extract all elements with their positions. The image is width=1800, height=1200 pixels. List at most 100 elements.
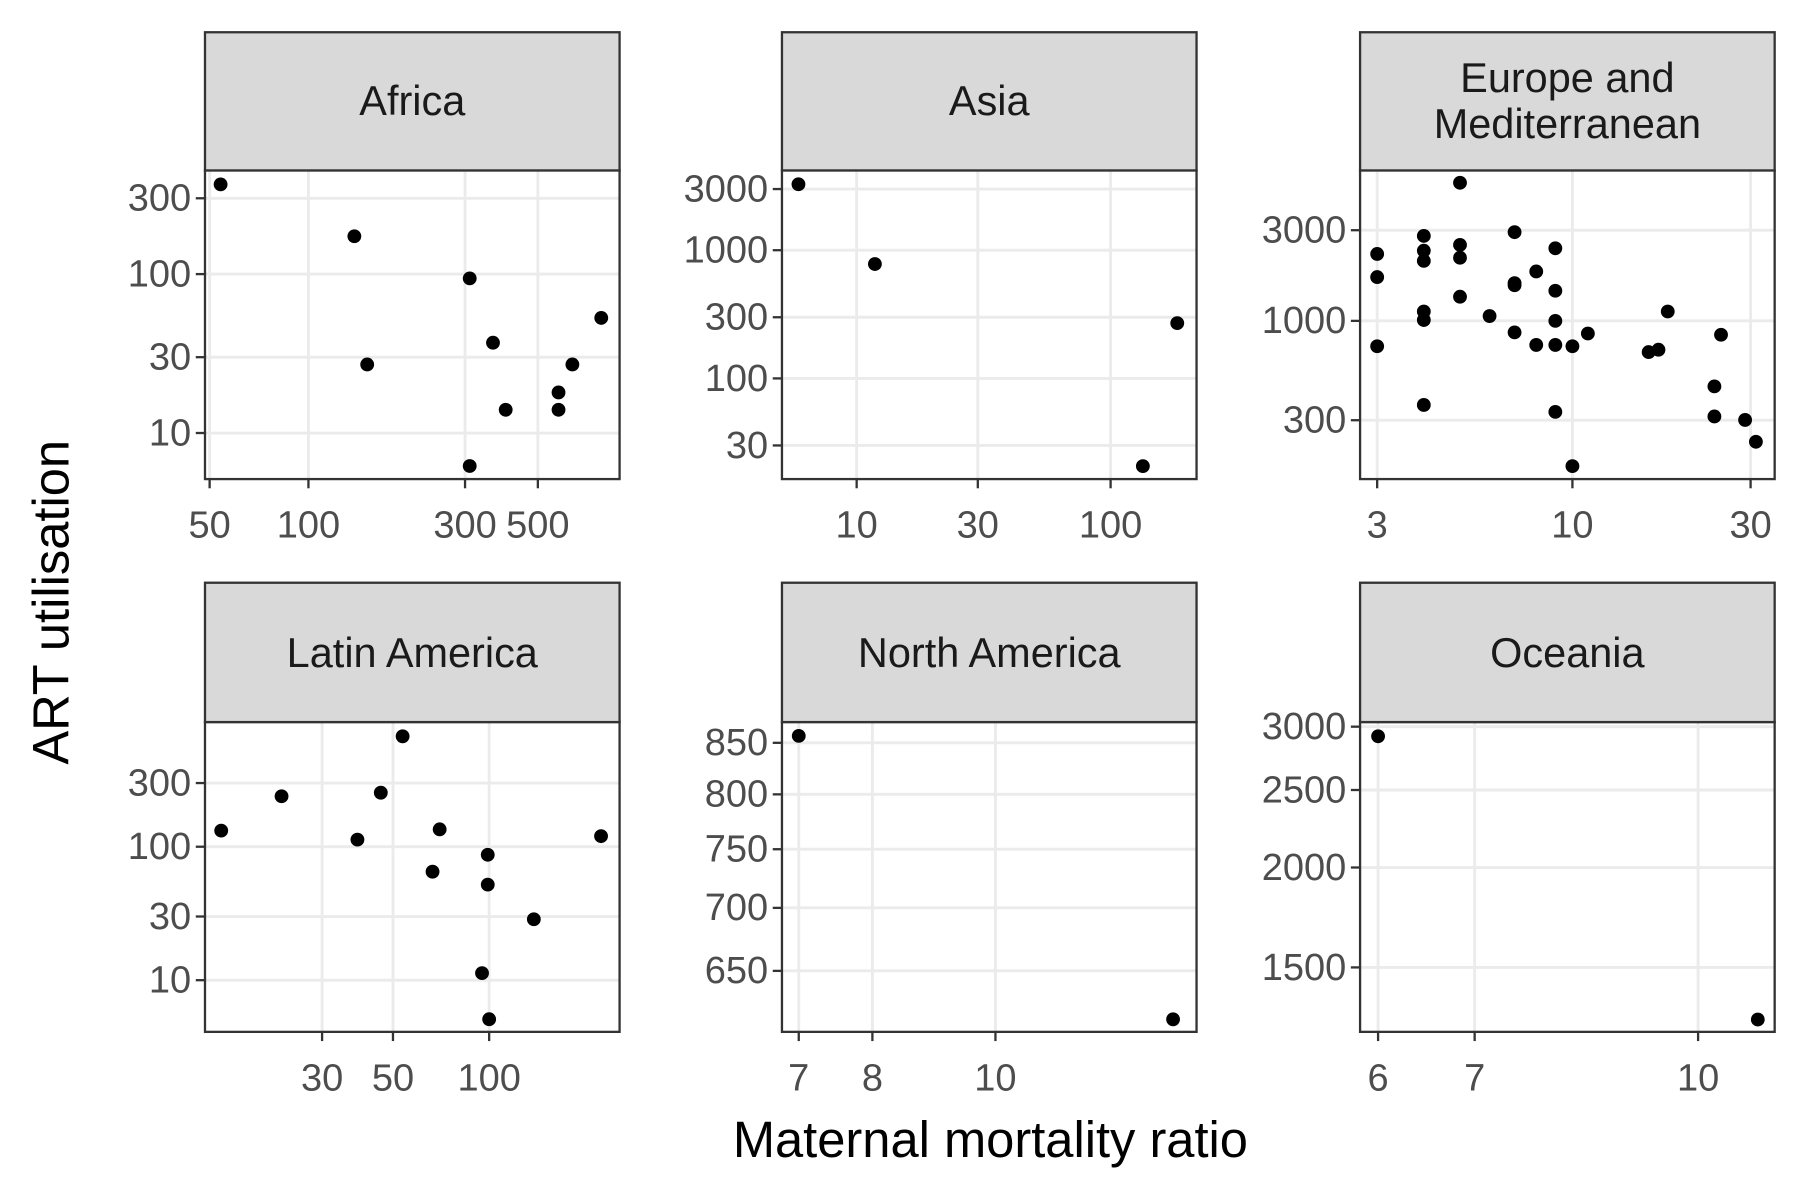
point xyxy=(432,822,447,837)
point xyxy=(1507,325,1522,340)
x-tick-label: 10 xyxy=(974,1057,1016,1099)
x-tick-label: 6 xyxy=(1368,1057,1389,1099)
point xyxy=(791,177,806,192)
panel: 10 30 100 30 100 300 1000 3000 Asia xyxy=(684,31,1198,546)
point xyxy=(1170,316,1185,331)
strip-label-box: Latin America xyxy=(286,628,538,676)
x-tick-label: 7 xyxy=(788,1057,809,1099)
point xyxy=(551,385,566,400)
point xyxy=(1370,247,1385,261)
point xyxy=(1416,243,1431,258)
point xyxy=(480,877,495,892)
point xyxy=(1416,228,1431,243)
panel: 3 10 30 300 1000 3000 Europe and Mediterranean xyxy=(1262,31,1776,546)
y-tick-label: 850 xyxy=(705,722,768,764)
point xyxy=(1370,339,1385,354)
x-tick-label: 100 xyxy=(457,1057,520,1099)
x-tick-label: 10 xyxy=(1551,504,1593,546)
y-tick-label: 30 xyxy=(149,337,191,379)
point xyxy=(1507,278,1522,293)
strip xyxy=(203,581,621,724)
y-tick-label: 10 xyxy=(149,960,191,1002)
strip-label: Africa xyxy=(359,77,466,125)
panel: 6 7 10 1500 2000 2500 3000 Oceania xyxy=(1262,581,1776,1099)
point xyxy=(1529,264,1544,279)
y-tick-label: 1000 xyxy=(684,230,769,272)
point xyxy=(373,785,388,800)
point xyxy=(1135,459,1150,474)
plot-background xyxy=(781,722,1197,1032)
y-tick-label: 1000 xyxy=(1262,300,1347,342)
point xyxy=(1371,729,1385,744)
point xyxy=(1548,241,1563,256)
point xyxy=(1749,434,1763,449)
plot-background xyxy=(781,170,1197,480)
y-tick-label: 650 xyxy=(705,950,768,992)
point xyxy=(1548,338,1563,352)
point xyxy=(1482,309,1497,323)
point xyxy=(274,789,289,804)
y-tick-label: 100 xyxy=(128,826,191,868)
strip-label: Europe and Mediterranean xyxy=(1433,54,1702,148)
point xyxy=(462,271,477,286)
point xyxy=(1416,313,1431,327)
strip-label-box: Asia xyxy=(949,78,1030,124)
point xyxy=(475,966,489,981)
x-tick-label: 30 xyxy=(301,1057,343,1099)
strip-label-box: Oceania xyxy=(1490,628,1645,676)
x-tick-label: 10 xyxy=(836,504,878,546)
x-axis-title: Maternal mortality ratio xyxy=(733,1111,1248,1168)
strip-label: Oceania xyxy=(1490,628,1645,676)
point xyxy=(1416,398,1431,412)
plot-background xyxy=(1360,170,1775,480)
x-tick-label: 50 xyxy=(372,1057,414,1099)
strip xyxy=(780,581,1198,724)
y-tick-label: 800 xyxy=(705,774,768,816)
point xyxy=(1416,253,1431,268)
point xyxy=(791,728,806,743)
point xyxy=(1565,339,1580,354)
x-tick-label: 7 xyxy=(1464,1057,1485,1099)
y-axis-title: ART utilisation xyxy=(23,440,80,765)
point xyxy=(482,1012,497,1027)
point xyxy=(1548,404,1563,419)
strip xyxy=(780,31,1198,172)
y-tick-label: 300 xyxy=(705,297,768,339)
point xyxy=(594,829,608,844)
y-tick-label: 3000 xyxy=(684,168,769,210)
point xyxy=(1507,225,1522,240)
point xyxy=(551,402,566,417)
y-tick-label: 30 xyxy=(149,896,191,938)
y-tick-label: 300 xyxy=(128,762,191,804)
y-tick-label: 2000 xyxy=(1262,847,1347,889)
point xyxy=(1738,413,1753,427)
x-tick-label: 3 xyxy=(1367,504,1388,546)
point xyxy=(462,459,477,473)
x-tick-label: 30 xyxy=(1729,504,1771,546)
point xyxy=(1580,326,1595,341)
point xyxy=(1548,313,1563,328)
point xyxy=(1714,327,1728,342)
x-tick-label: 8 xyxy=(862,1057,883,1099)
point xyxy=(1651,342,1666,357)
strip-label-box: Europe and Mediterranean xyxy=(1433,54,1702,148)
point xyxy=(213,177,228,192)
strip-label: Latin America xyxy=(286,628,538,676)
point xyxy=(1453,250,1467,265)
x-tick-label: 30 xyxy=(957,504,999,546)
y-tick-label: 3000 xyxy=(1262,706,1347,748)
point xyxy=(1548,283,1563,298)
point xyxy=(350,832,365,847)
y-tick-label: 300 xyxy=(128,178,191,220)
point xyxy=(347,229,362,244)
strip xyxy=(1358,31,1776,172)
point xyxy=(1750,1012,1765,1027)
plot-background xyxy=(1360,722,1775,1032)
point xyxy=(425,864,440,879)
plot-background xyxy=(204,170,620,480)
point xyxy=(1453,175,1467,190)
point xyxy=(1370,270,1385,284)
point xyxy=(867,257,882,271)
